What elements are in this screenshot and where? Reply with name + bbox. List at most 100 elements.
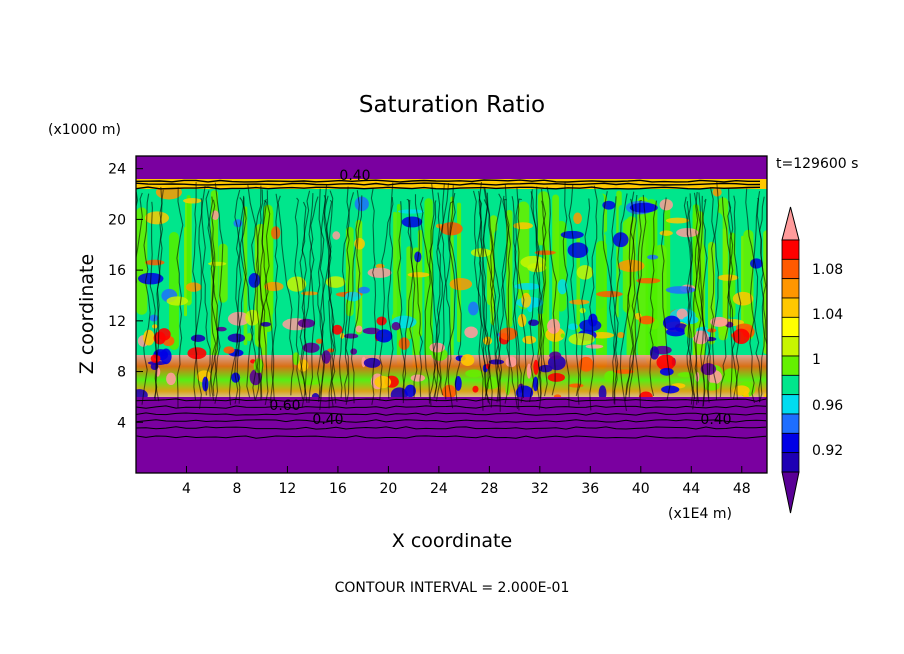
belt-blob xyxy=(505,356,517,368)
belt-blob xyxy=(638,315,655,325)
contour-interval-footer: CONTOUR INTERVAL = 2.000E-01 xyxy=(335,580,570,596)
contour-line xyxy=(228,195,247,406)
belt-blob xyxy=(196,370,212,383)
contour-line xyxy=(712,181,720,401)
low-contour-line xyxy=(136,435,767,439)
contour-line xyxy=(328,190,334,409)
blob xyxy=(717,274,739,281)
belt-blob xyxy=(410,374,426,382)
blob xyxy=(567,242,589,258)
blob xyxy=(166,296,189,306)
contour-line xyxy=(136,186,761,190)
x-tick-label: 36 xyxy=(581,481,599,497)
contour-line xyxy=(154,189,164,402)
y-tick-label: 8 xyxy=(117,365,126,381)
contour-line xyxy=(387,197,394,399)
belt-blob xyxy=(398,337,410,350)
blob xyxy=(468,301,479,316)
low-contour-line xyxy=(136,412,767,416)
belt-blob xyxy=(659,367,674,376)
belt-blob xyxy=(547,318,561,334)
belt-blob xyxy=(588,313,598,327)
contour-line xyxy=(721,196,738,400)
contour-line xyxy=(538,188,547,410)
belt-blob xyxy=(585,344,604,349)
belt-blob xyxy=(227,333,246,343)
blob xyxy=(367,267,392,278)
contour-line xyxy=(207,196,219,397)
contour-line xyxy=(577,198,591,405)
contour-line xyxy=(609,196,618,404)
blob xyxy=(596,291,623,298)
belt-blob xyxy=(560,333,565,338)
contour-line xyxy=(695,191,706,407)
blob xyxy=(263,281,284,292)
blob xyxy=(185,282,202,292)
streak xyxy=(406,246,413,340)
belt-blob xyxy=(297,318,315,328)
contour-line xyxy=(153,186,163,399)
colorbar-bottom-arrow xyxy=(781,471,800,514)
blob xyxy=(573,212,582,225)
low-contour-line xyxy=(136,398,767,402)
blob xyxy=(512,222,533,230)
contour-line xyxy=(419,196,442,402)
belt-blob xyxy=(166,372,176,386)
contour-line xyxy=(434,192,441,398)
belt-blob xyxy=(391,321,401,331)
plot-area xyxy=(136,156,767,473)
contour-line xyxy=(277,195,294,396)
belt-blob xyxy=(223,346,235,354)
belt-blob xyxy=(143,329,155,346)
contour-line xyxy=(589,185,598,411)
contour-line xyxy=(136,192,143,287)
blob xyxy=(208,261,227,266)
contour-line xyxy=(568,184,580,397)
contour-line xyxy=(408,199,418,398)
colorbar-box xyxy=(781,355,800,376)
contour-label: 0.60 xyxy=(269,398,300,414)
contour-line xyxy=(482,192,491,405)
blob xyxy=(676,308,688,320)
belt-blob xyxy=(460,354,475,366)
contour-line xyxy=(439,192,456,396)
blob xyxy=(145,259,165,266)
colorbar-top-arrow xyxy=(781,206,800,241)
blob xyxy=(332,231,341,240)
colorbar-box xyxy=(781,432,800,454)
blob xyxy=(659,199,673,211)
belt-blob xyxy=(160,348,172,365)
contour-labels: 0.40 0.60 0.40 0.40 xyxy=(269,168,731,428)
contour-line xyxy=(628,199,642,398)
blob xyxy=(616,331,625,339)
contour-line xyxy=(319,199,333,411)
contour-line xyxy=(619,198,635,411)
contour-line xyxy=(370,187,377,405)
colorbar: 0.92 0.96 1 1.04 1.08 xyxy=(781,206,843,514)
contour-line xyxy=(660,197,671,401)
contour-line xyxy=(350,195,363,404)
contour-line xyxy=(379,182,394,401)
blob xyxy=(568,333,595,346)
belt-blob xyxy=(547,373,565,382)
blob xyxy=(358,286,370,294)
x-unit-label: (x1E4 m) xyxy=(668,506,732,522)
y-axis-ticks: 4 8 12 16 20 24 xyxy=(108,162,143,431)
contour-line xyxy=(300,193,315,403)
contour-line xyxy=(478,191,491,400)
contour-line xyxy=(693,192,702,405)
streak xyxy=(136,207,148,315)
belt-blob xyxy=(153,331,166,345)
y-tick-label: 16 xyxy=(108,263,126,279)
belt-blob xyxy=(190,334,206,343)
contour-line xyxy=(271,193,279,401)
contour-line xyxy=(613,193,628,405)
low-contour-line xyxy=(136,405,767,409)
belt-blob xyxy=(732,328,750,345)
x-tick-label: 16 xyxy=(329,481,347,497)
low-contour-line xyxy=(136,419,767,423)
streak xyxy=(186,195,191,301)
belt-blob xyxy=(598,385,607,401)
belt-blob xyxy=(355,325,363,333)
